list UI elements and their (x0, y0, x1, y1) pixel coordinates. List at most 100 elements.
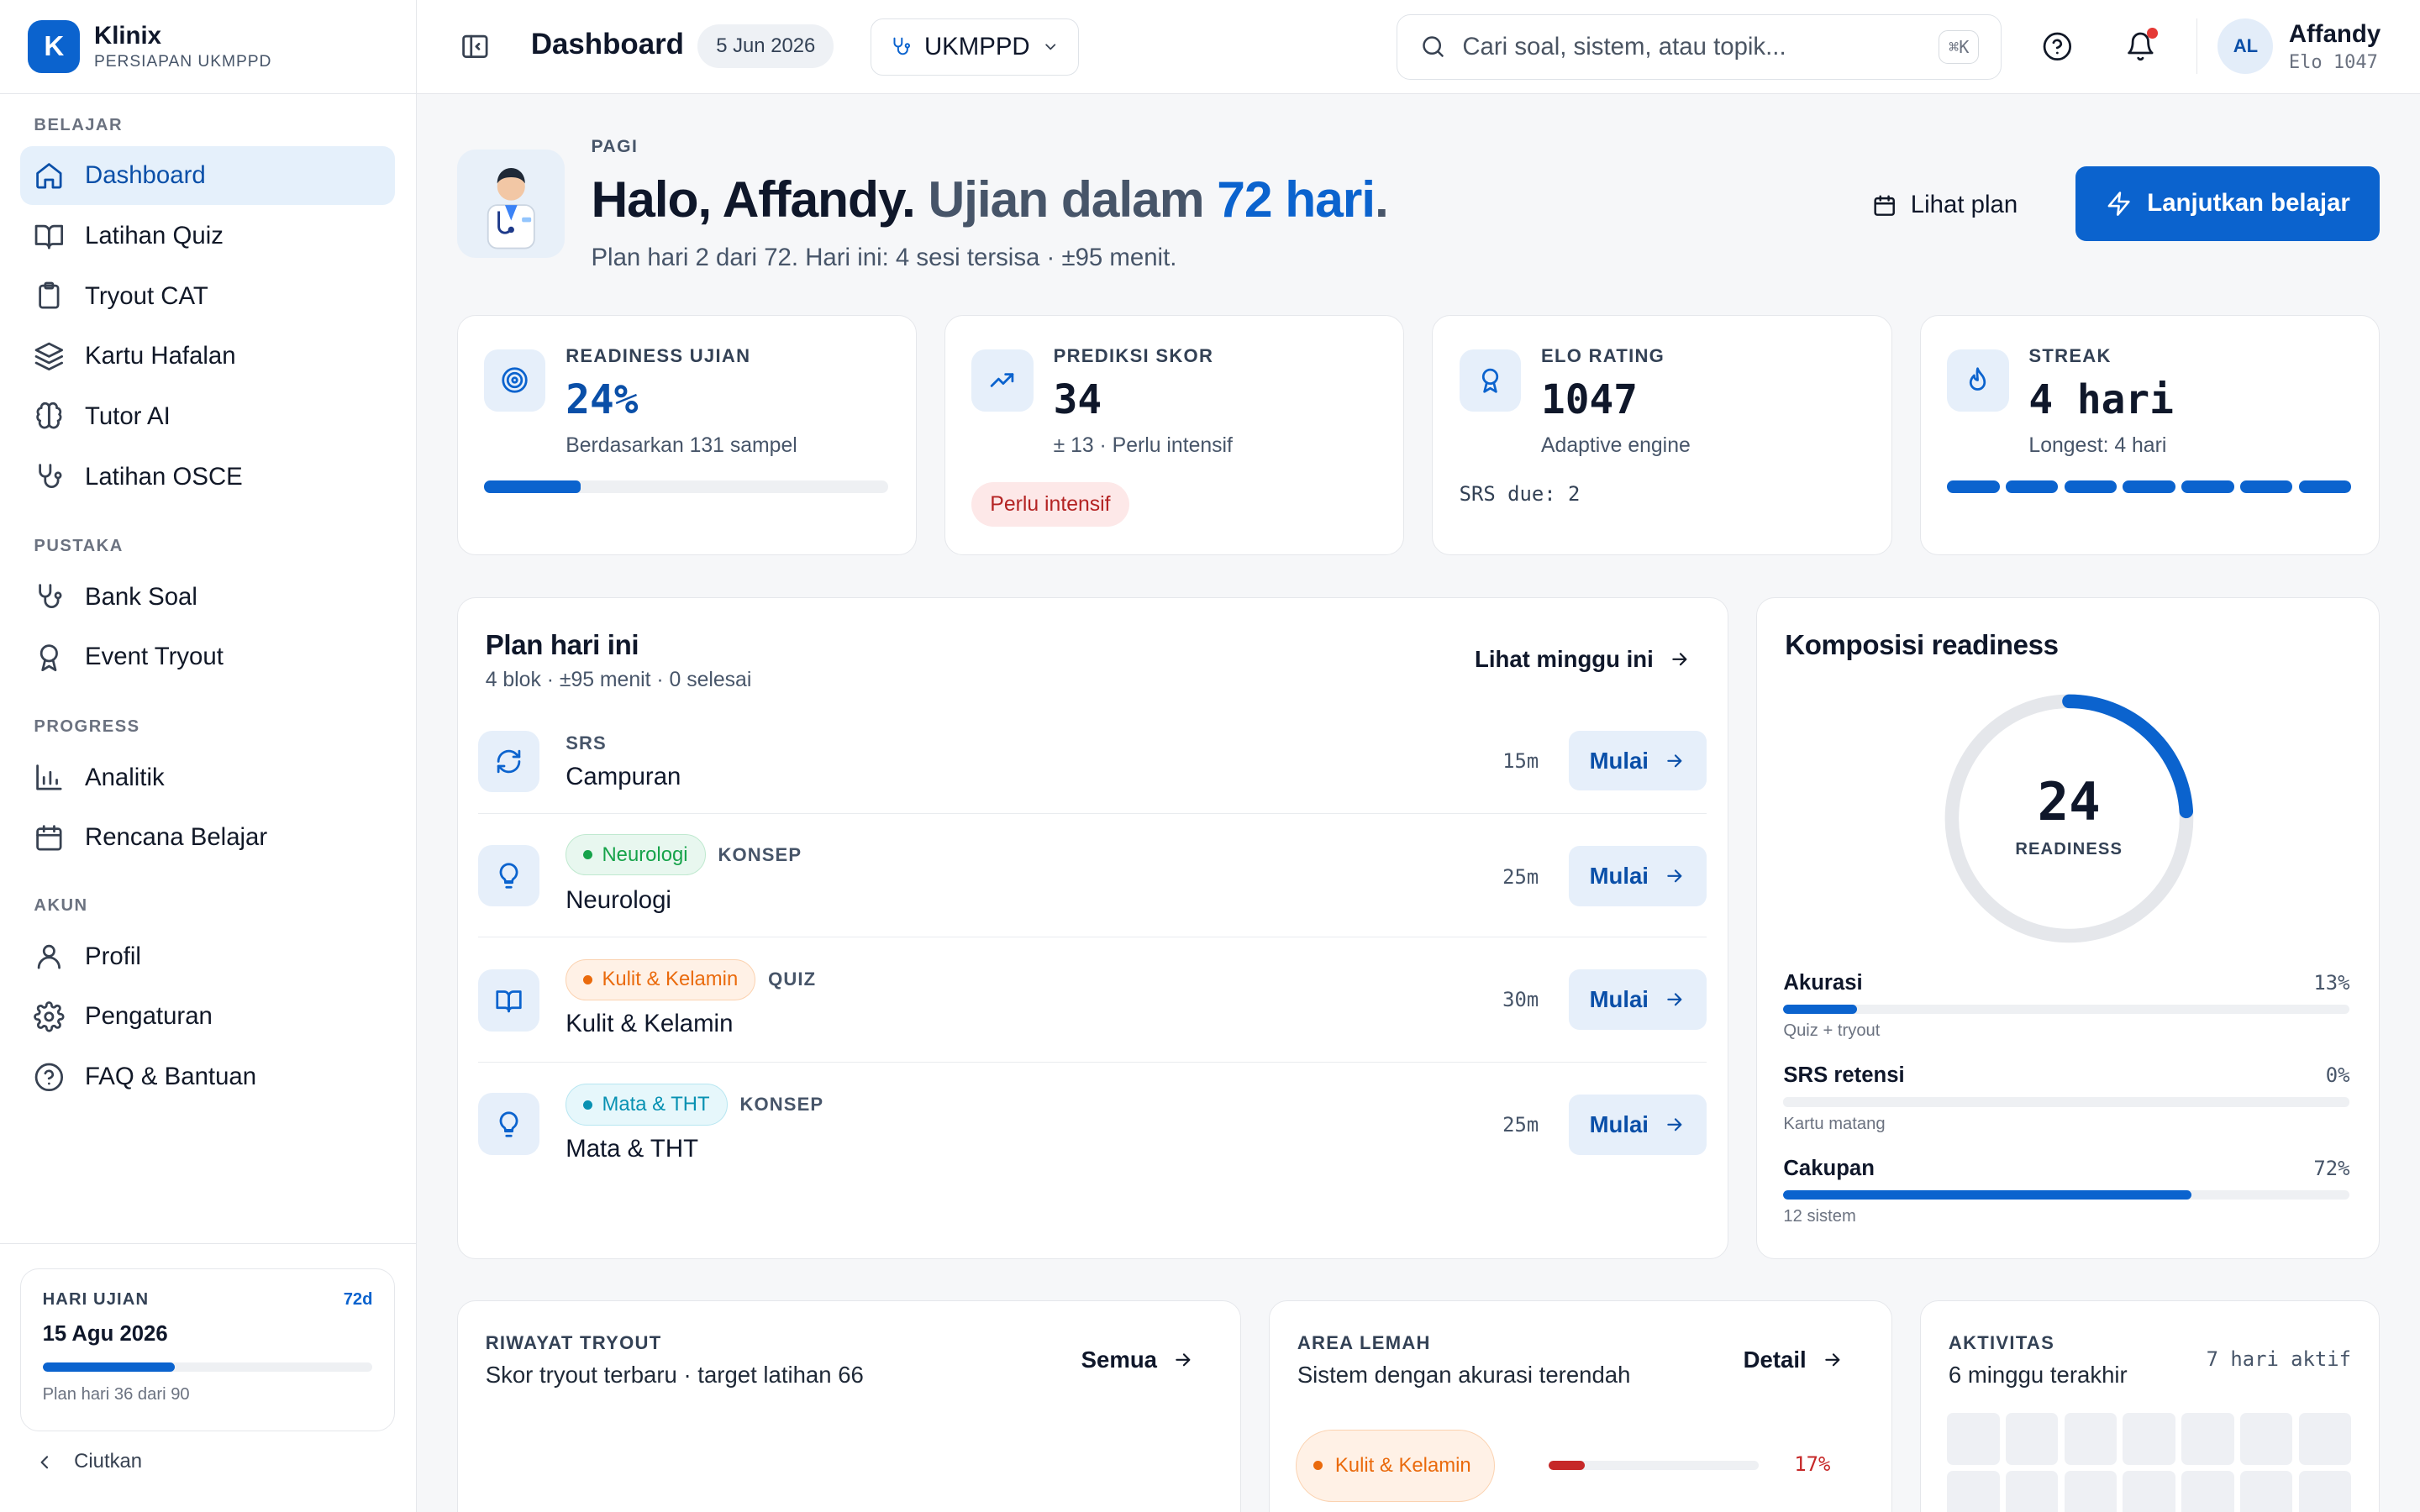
continue-learning-button[interactable]: Lanjutkan belajar (2075, 166, 2381, 241)
lightbulb-icon (499, 863, 518, 889)
start-button[interactable]: Mulai (1569, 730, 1707, 791)
sidebar-item-tryout-cat[interactable]: Tryout CAT (20, 267, 395, 326)
sidebar-item-label: Bank Soal (84, 582, 197, 611)
plan-row-tags: Kulit & Kelamin QUIZ (566, 958, 816, 1001)
notification-button[interactable] (2125, 28, 2158, 62)
topbar: Dashboard 5 Jun 2026 UKMPPD ⌘K AL Affand… (416, 0, 2420, 95)
heatmap-cell (2005, 1412, 2059, 1465)
stat-value: 4 hari (2028, 377, 2174, 424)
arrow-right-icon (1667, 869, 1682, 883)
sidebar-item-label: Kartu Hafalan (84, 342, 236, 370)
weak-detail-link[interactable]: Detail (1744, 1347, 1844, 1373)
view-plan-button[interactable]: Lihat plan (1872, 176, 2018, 234)
sidebar-item-kartu-hafalan[interactable]: Kartu Hafalan (20, 327, 395, 386)
arrow-right-icon (1825, 1353, 1840, 1367)
metric-sub: Quiz + tryout (1783, 1021, 1881, 1041)
stat-card-elo: ELO RATING 1047 Adaptive engine SRS due:… (1432, 314, 1892, 556)
heatmap-cell (2239, 1412, 2293, 1465)
weak-system-tag[interactable]: Kulit & Kelamin (1295, 1429, 1495, 1503)
nav-group-progress: PROGRESS (34, 717, 140, 737)
sidebar-item-tutor-ai[interactable]: Tutor AI (20, 387, 395, 446)
plan-row: Neurologi KONSEP Neurologi 25m Mulai (477, 814, 1707, 937)
sidebar-item-dashboard[interactable]: Dashboard (19, 146, 396, 206)
collapse-label: Ciutkan (74, 1450, 143, 1473)
brand-subtitle: PERSIAPAN UKMPPD (94, 53, 272, 71)
sidebar-item-latihan-quiz[interactable]: Latihan Quiz (20, 207, 395, 265)
search-input[interactable] (1462, 33, 1923, 61)
sidebar-item-bank-soal[interactable]: Bank Soal (20, 568, 395, 627)
sidebar-item-latihan-osce[interactable]: Latihan OSCE (20, 448, 395, 507)
stat-label: ELO RATING (1541, 344, 1665, 366)
stat-card-readiness: READINESS UJIAN 24% Berdasarkan 131 samp… (456, 314, 917, 556)
plan-row-icon (477, 844, 539, 907)
plan-row: Kulit & Kelamin QUIZ Kulit & Kelamin 30m … (477, 937, 1707, 1063)
exam-date: 15 Agu 2026 (42, 1322, 168, 1347)
sidebar: K Klinix PERSIAPAN UKMPPD BELAJAR Dashbo… (0, 0, 417, 1512)
heatmap-cell (2181, 1471, 2234, 1512)
sidebar-item-label: Latihan Quiz (84, 222, 224, 249)
weak-accuracy-fill (1549, 1460, 1585, 1470)
metric-pct: 72% (2313, 1156, 2350, 1180)
plan-subtitle: 4 blok · ±95 menit · 0 selesai (485, 669, 752, 692)
user-menu[interactable]: Affandy Elo 1047 (2289, 20, 2381, 73)
sidebar-item-label: Profil (84, 942, 141, 970)
greeting-title: Halo, Affandy. Ujian dalam 72 hari. (591, 170, 1388, 228)
bar-chart-icon (36, 764, 62, 790)
zap-icon (2107, 192, 2130, 216)
nav-group-belajar: BELAJAR (34, 115, 124, 134)
home-icon (36, 163, 62, 189)
help-icon[interactable] (2042, 31, 2073, 62)
start-button[interactable]: Mulai (1569, 969, 1707, 1031)
exam-countdown-prefix: Ujian dalam (914, 171, 1218, 228)
exam-note: Plan hari 36 dari 90 (42, 1385, 190, 1404)
plan-row-icon (477, 969, 539, 1032)
streak-day (2181, 480, 2234, 493)
help-icon (35, 1063, 64, 1091)
tag-dot (583, 1100, 593, 1110)
arrow-right-icon (1667, 993, 1682, 1006)
sidebar-item-rencana-belajar[interactable]: Rencana Belajar (20, 808, 395, 867)
refresh-icon (497, 749, 521, 774)
heatmap-cell (2064, 1471, 2118, 1512)
avatar[interactable]: AL (2217, 18, 2274, 75)
plan-row-duration: 15m (1502, 748, 1539, 773)
heatmap-cell (2123, 1412, 2175, 1465)
brand[interactable]: K Klinix PERSIAPAN UKMPPD (0, 0, 416, 95)
search-icon (1423, 36, 1444, 58)
plan-row: Mata & THT KONSEP Mata & THT 25m Mulai (477, 1063, 1707, 1186)
streak-day (2064, 480, 2118, 493)
sidebar-item-profil[interactable]: Profil (20, 927, 395, 986)
flame-icon (1970, 367, 1986, 391)
readiness-score: 24 (2037, 770, 2101, 832)
sidebar-item-event-tryout[interactable]: Event Tryout (20, 628, 395, 687)
search-box[interactable]: ⌘K (1397, 13, 2002, 81)
stat-value: 34 (1053, 377, 1102, 424)
system-tag-label: Neurologi (602, 843, 688, 866)
start-button[interactable]: Mulai (1569, 1095, 1707, 1155)
sidebar-item-analitik[interactable]: Analitik (20, 748, 395, 807)
plan-row-tags: SRS (566, 732, 607, 754)
sidebar-item-label: Rencana Belajar (84, 823, 268, 852)
metric-akurasi: Akurasi 13% Quiz + tryout (1783, 971, 2350, 1041)
metric-name: Akurasi (1783, 971, 1863, 995)
all-tryout-link[interactable]: Semua (1081, 1347, 1194, 1373)
plan-row-title: Neurologi (566, 886, 671, 915)
user-name: Affandy (2288, 19, 2381, 48)
collapse-sidebar-button[interactable]: Ciutkan (34, 1450, 142, 1473)
stat-label: READINESS UJIAN (566, 344, 751, 366)
tag-dot (583, 974, 593, 984)
chevron-left-icon (40, 1455, 49, 1468)
exam-select[interactable]: UKMPPD (870, 18, 1079, 76)
plan-row-duration: 30m (1502, 988, 1539, 1012)
stethoscope-icon (39, 464, 62, 489)
sidebar-item-faq[interactable]: FAQ & Bantuan (20, 1047, 395, 1106)
sidebar-item-pengaturan[interactable]: Pengaturan (20, 987, 395, 1046)
weak-area-card: AREA LEMAH Sistem dengan akurasi terenda… (1268, 1300, 1892, 1512)
view-week-link[interactable]: Lihat minggu ini (1475, 646, 1691, 673)
start-label: Mulai (1589, 986, 1649, 1013)
start-button[interactable]: Mulai (1569, 846, 1707, 907)
sidebar-toggle-icon[interactable] (460, 31, 491, 62)
greeting-subtitle: Plan hari 2 dari 72. Hari ini: 4 sesi te… (591, 244, 1177, 272)
weak-subtitle: Sistem dengan akurasi terendah (1297, 1361, 1631, 1388)
heatmap-cell (2123, 1471, 2175, 1512)
